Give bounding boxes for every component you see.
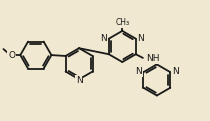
Text: NH: NH — [146, 54, 160, 64]
Text: CH₃: CH₃ — [115, 18, 129, 27]
Text: O: O — [8, 51, 15, 60]
Text: N: N — [76, 76, 83, 85]
Text: N: N — [101, 34, 107, 43]
Text: N: N — [135, 67, 142, 76]
Text: N: N — [137, 34, 144, 43]
Text: N: N — [172, 67, 178, 76]
